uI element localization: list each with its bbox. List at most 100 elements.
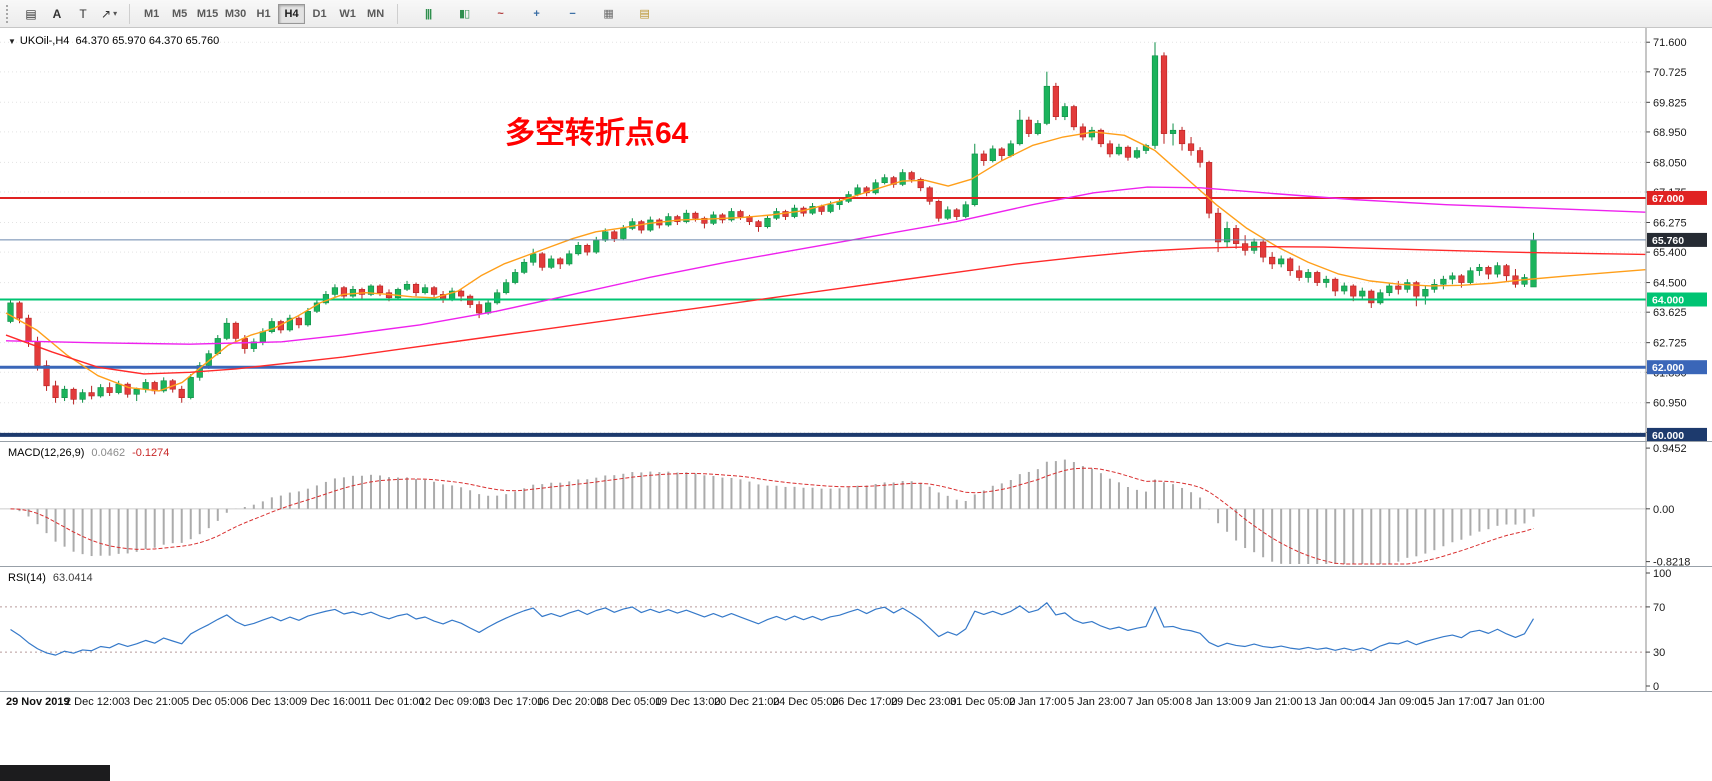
rsi-name: RSI(14) [8, 572, 46, 584]
macd-label: MACD(12,26,9) 0.0462 -0.1274 [8, 447, 169, 459]
timeframe-button-w1[interactable]: W1 [334, 4, 361, 24]
line-mode-icon[interactable]: ~ [488, 3, 512, 25]
svg-text:68.050: 68.050 [1653, 157, 1687, 169]
toolbar: ▤ A T ↗ ▾ M1 M5 M15 M30 H1 H4 D1 W1 MN ||| ▮▯ ~ + − ▦… [0, 0, 1712, 28]
templates-icon[interactable]: ▤ [632, 3, 656, 25]
toolbar-separator [397, 3, 399, 24]
time-axis-label: 8 Jan 13:00 [1186, 696, 1244, 708]
symbol-name: UKOil-,H4 [19, 35, 70, 47]
horizontal-level-lines[interactable] [0, 196, 1646, 437]
macd-histogram [18, 459, 1535, 564]
time-axis[interactable]: 29 Nov 2019 2 Dec 12:00 3 Dec 21:00 5 Dec 0… [0, 691, 1712, 716]
svg-text:0.00: 0.00 [1653, 504, 1674, 516]
svg-text:100: 100 [1653, 568, 1671, 580]
time-axis-label: 12 Dec 09:00 [419, 696, 485, 708]
timeframe-button-h1[interactable]: H1 [250, 4, 277, 24]
timeframe-button-m15[interactable]: M15 [194, 4, 221, 24]
drawing-tools-dropdown[interactable]: ↗ ▾ [97, 3, 121, 25]
ma-slow-red[interactable] [5, 245, 1646, 375]
chart-annotation: 多空转折点64 [505, 117, 689, 150]
toolbar-separator [129, 3, 131, 24]
timeframe-button-m30[interactable]: M30 [222, 4, 249, 24]
time-axis-label: 14 Jan 09:00 [1363, 696, 1427, 708]
time-axis-label: 20 Dec 21:00 [714, 696, 780, 708]
macd-main-value: 0.0462 [91, 447, 126, 459]
svg-text:0: 0 [1653, 681, 1659, 692]
label-tool-label: T [79, 6, 87, 21]
svg-text:70: 70 [1653, 602, 1665, 614]
svg-text:70.725: 70.725 [1653, 67, 1687, 79]
ma-mid-magenta[interactable] [5, 186, 1646, 345]
time-axis-label: 15 Jan 17:00 [1422, 696, 1486, 708]
time-axis-label: 9 Jan 21:00 [1245, 696, 1303, 708]
rsi-panel[interactable]: RSI(14) 63.0414 100 70 30 0 [0, 566, 1712, 692]
svg-text:63.625: 63.625 [1653, 307, 1687, 319]
svg-text:65.760: 65.760 [1652, 235, 1684, 247]
chart-windows-button[interactable]: ▤ [19, 3, 43, 25]
text-tool-button[interactable]: A [45, 3, 69, 25]
time-axis-label: 31 Dec 05:00 [950, 696, 1016, 708]
time-axis-label: 6 Dec 13:00 [242, 696, 302, 708]
time-axis-label: 7 Jan 05:00 [1127, 696, 1185, 708]
toolbar-icon-cluster: ||| ▮▯ ~ + − ▦ ▤ [416, 3, 656, 25]
main-chart-panel[interactable]: ▼ UKOil-,H4 64.370 65.970 64.370 65.760 多空… [0, 28, 1712, 441]
svg-text:30: 30 [1653, 647, 1665, 659]
time-axis-label: 29 Dec 23:00 [891, 696, 957, 708]
candles-mode-icon[interactable]: ▮▯ [452, 3, 476, 25]
timeframe-button-mn[interactable]: MN [362, 4, 389, 24]
grid-rows-icon: ▤ [25, 6, 37, 21]
time-axis-label: 26 Dec 17:00 [832, 696, 898, 708]
chart-symbol-label: ▼ UKOil-,H4 64.370 65.970 64.370 65.760 [8, 35, 219, 47]
macd-name: MACD(12,26,9) [8, 447, 85, 459]
timeframe-button-d1[interactable]: D1 [306, 4, 333, 24]
time-axis-label: 17 Jan 01:00 [1481, 696, 1545, 708]
draw-arrow-icon: ↗ [101, 6, 112, 21]
timeframe-button-h4[interactable]: H4 [278, 3, 306, 24]
timeframe-button-m5[interactable]: M5 [166, 4, 193, 24]
time-axis-label: 5 Dec 05:00 [183, 696, 243, 708]
svg-text:62.000: 62.000 [1652, 362, 1684, 374]
time-axis-label: 3 Dec 21:00 [124, 696, 184, 708]
svg-text:0.9452: 0.9452 [1653, 443, 1687, 455]
time-axis-label: 18 Dec 05:00 [596, 696, 662, 708]
svg-text:71.600: 71.600 [1653, 37, 1687, 49]
time-axis-label: 2 Dec 12:00 [65, 696, 125, 708]
svg-text:64.500: 64.500 [1653, 278, 1687, 290]
price-tag-65.760: 65.760 [1647, 232, 1707, 247]
grid-icon[interactable]: ▦ [596, 3, 620, 25]
svg-text:66.275: 66.275 [1653, 217, 1687, 229]
time-axis-label: 29 Nov 2019 [6, 696, 70, 708]
rsi-line [10, 602, 1535, 656]
svg-text:67.000: 67.000 [1652, 193, 1684, 205]
symbol-dropdown-icon[interactable]: ▼ [8, 37, 16, 46]
time-axis-label: 5 Jan 23:00 [1068, 696, 1126, 708]
ohlc-readout: 64.370 65.970 64.370 65.760 [75, 35, 220, 47]
svg-text:68.950: 68.950 [1653, 127, 1687, 139]
svg-text:69.825: 69.825 [1653, 97, 1687, 109]
svg-text:-0.8218: -0.8218 [1653, 557, 1690, 566]
macd-panel[interactable]: MACD(12,26,9) 0.0462 -0.1274 0.9452 0.00 -0.… [0, 441, 1712, 566]
time-axis-label: 11 Dec 01:00 [360, 696, 425, 708]
price-tag-64.000: 64.000 [1647, 292, 1707, 307]
zoom-in-icon[interactable]: + [524, 3, 548, 25]
bars-mode-icon[interactable]: ||| [416, 3, 440, 25]
time-axis-label: 24 Dec 05:00 [773, 696, 839, 708]
time-axis-label: 13 Dec 17:00 [478, 696, 544, 708]
rsi-label: RSI(14) 63.0414 [8, 572, 93, 584]
timeframe-group: M1 M5 M15 M30 H1 H4 D1 W1 MN [138, 3, 389, 24]
ma-fast-orange[interactable] [5, 131, 1646, 392]
toolbar-grip-handle[interactable] [6, 4, 12, 23]
text-tool-label: A [52, 6, 62, 21]
time-axis-label: 19 Dec 13:00 [655, 696, 721, 708]
zoom-out-icon[interactable]: − [560, 3, 584, 25]
time-axis-label: 9 Dec 16:00 [301, 696, 361, 708]
svg-text:60.950: 60.950 [1653, 398, 1687, 410]
price-tag-62.000: 62.000 [1647, 360, 1707, 375]
price-tag-67.000: 67.000 [1647, 190, 1707, 205]
label-tool-button[interactable]: T [71, 3, 95, 25]
timeframe-button-m1[interactable]: M1 [138, 4, 165, 24]
svg-text:60.000: 60.000 [1652, 430, 1684, 441]
price-axis[interactable] [1646, 567, 1712, 692]
macd-signal-line [10, 467, 1534, 565]
svg-text:65.400: 65.400 [1653, 247, 1687, 259]
